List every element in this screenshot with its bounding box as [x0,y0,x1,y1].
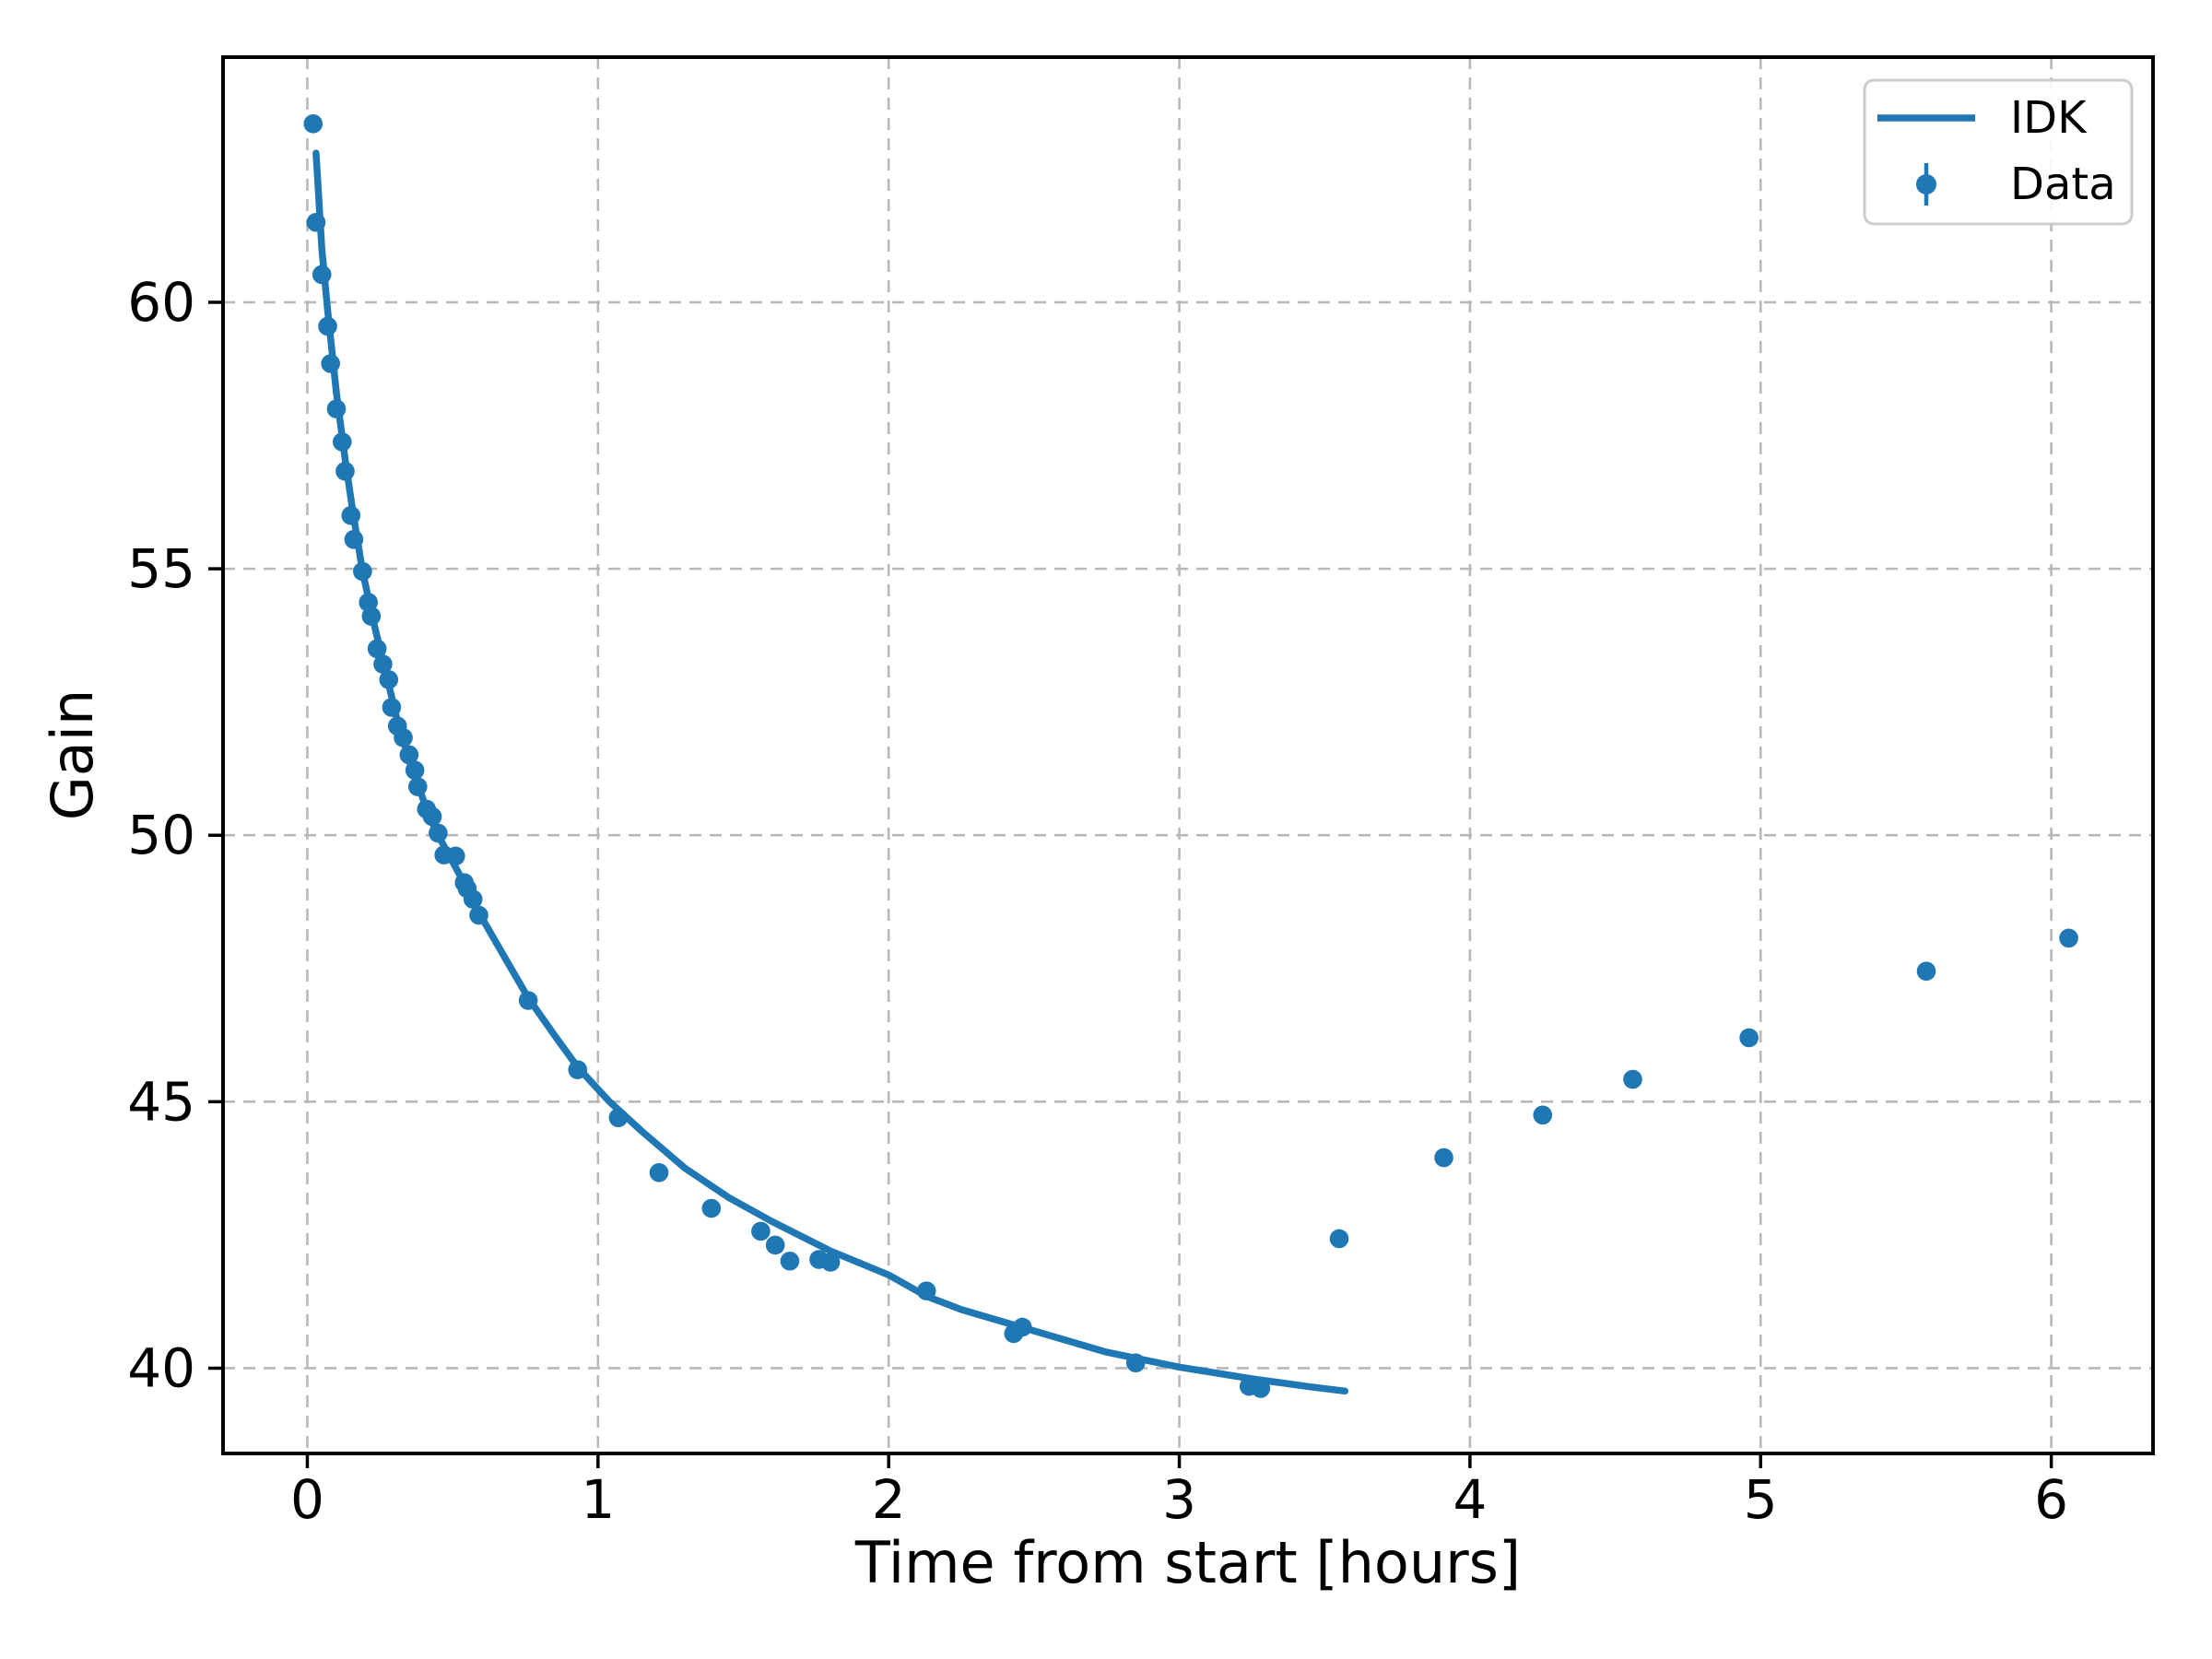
data-point [1623,1069,1642,1089]
series [303,113,2078,1398]
data-point [303,113,324,134]
y-axis-label: Gain [39,689,106,821]
data-point [367,639,387,659]
data-point [469,905,488,925]
x-tick-label: 4 [1453,1468,1487,1531]
data-point [394,728,413,747]
legend-label-fit: IDK [2010,92,2088,144]
data-point [518,991,538,1010]
data-point [765,1235,785,1255]
data-point [568,1060,588,1079]
x-tick-label: 5 [1744,1468,1778,1531]
data-point [1739,1028,1759,1048]
data-point [379,670,399,689]
data-point [463,889,483,909]
data-point [1251,1379,1271,1398]
data-point [399,745,419,765]
data-point [780,1251,800,1271]
data-point [373,654,393,674]
data-point [1916,961,1936,981]
data-point [306,212,326,232]
data-point [916,1281,936,1300]
y-tick-label: 40 [127,1336,195,1399]
data-point [321,354,340,373]
data-points [303,113,2078,1398]
x-axis-label: Time from start [hours] [854,1529,1521,1596]
data-point [1533,1105,1553,1125]
x-tick-label: 1 [581,1468,615,1531]
legend: IDK Data [1863,78,2134,226]
data-point [341,505,361,525]
data-point [382,698,402,717]
data-point [332,432,352,452]
legend-box [1863,78,2134,226]
error-bars [311,115,2071,1397]
data-point [422,806,442,827]
data-point [751,1221,771,1241]
y-tick-label: 50 [127,804,195,866]
x-tick-label: 0 [290,1468,324,1531]
data-point [1329,1229,1349,1249]
data-point [429,823,448,843]
data-point [312,265,332,285]
data-point [353,561,372,582]
data-point [608,1108,629,1128]
data-point [318,316,337,336]
y-tick-label: 55 [127,537,195,600]
grid [223,57,2153,1453]
y-tick-label: 45 [127,1070,195,1133]
fit-curve [312,149,1349,1395]
data-point [1434,1147,1453,1168]
data-point [335,461,355,481]
data-point [361,606,382,626]
data-point [326,399,347,418]
x-tick-label: 3 [1162,1468,1196,1531]
plot-border [221,55,2155,1455]
data-point [407,777,428,796]
legend-label-data: Data [2010,159,2116,210]
data-point [2059,928,2078,948]
x-tick-label: 6 [2034,1468,2068,1531]
legend-marker-sample [1916,174,1936,194]
data-point [445,846,465,866]
data-point [701,1198,722,1218]
data-point [1125,1353,1146,1372]
data-point [649,1162,669,1182]
data-point [344,530,364,549]
x-tick-label: 2 [872,1468,906,1531]
y-tick-label: 60 [127,271,195,334]
data-point [405,760,425,780]
axes [208,55,2155,1468]
data-point [1012,1317,1032,1337]
data-point [820,1253,841,1272]
